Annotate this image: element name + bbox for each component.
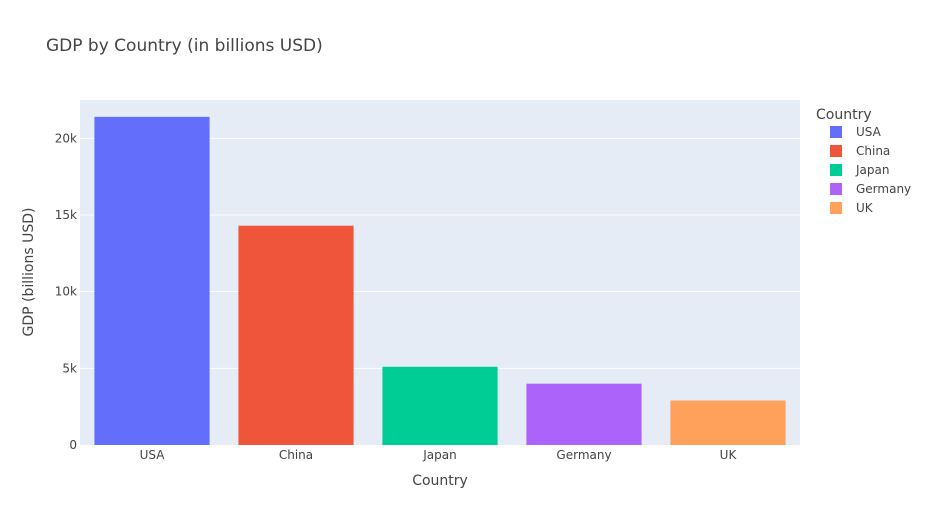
- chart-title: GDP by Country (in billions USD): [46, 36, 323, 56]
- y-tick-label: 15k: [55, 208, 77, 222]
- legend-swatch: [830, 164, 842, 176]
- legend-swatch: [830, 202, 842, 214]
- x-tick-label: Japan: [422, 448, 456, 462]
- bars: [94, 116, 786, 445]
- bar-uk: [670, 400, 786, 445]
- y-tick-label: 20k: [55, 131, 77, 145]
- y-axis-ticks: 0 5k 10k 15k 20k: [55, 131, 77, 452]
- legend-title: Country: [816, 107, 872, 123]
- legend-swatch: [830, 183, 842, 195]
- bar-china: [238, 225, 354, 445]
- x-tick-label: China: [279, 448, 313, 462]
- bar-japan: [382, 366, 498, 445]
- y-axis-title: GDP (billions USD): [21, 208, 37, 337]
- legend-entry: Germany: [856, 182, 911, 196]
- x-tick-label: UK: [720, 448, 738, 462]
- legend-entry: USA: [856, 125, 882, 139]
- legend-entry: UK: [856, 201, 874, 215]
- legend-entry: Japan: [855, 163, 889, 177]
- y-tick-label: 0: [69, 438, 77, 452]
- y-tick-label: 10k: [55, 285, 77, 299]
- legend-entry: China: [856, 144, 890, 158]
- x-axis-title: Country: [412, 473, 468, 489]
- bar-germany: [526, 383, 642, 445]
- legend-swatch: [830, 145, 842, 157]
- x-tick-label: USA: [140, 448, 166, 462]
- legend: Country USA China Japan Germany UK: [816, 107, 911, 215]
- bar-usa: [94, 116, 210, 445]
- x-tick-label: Germany: [556, 448, 611, 462]
- legend-swatch: [830, 126, 842, 138]
- x-axis-ticks: USA China Japan Germany UK: [140, 448, 738, 462]
- y-tick-label: 5k: [62, 361, 77, 375]
